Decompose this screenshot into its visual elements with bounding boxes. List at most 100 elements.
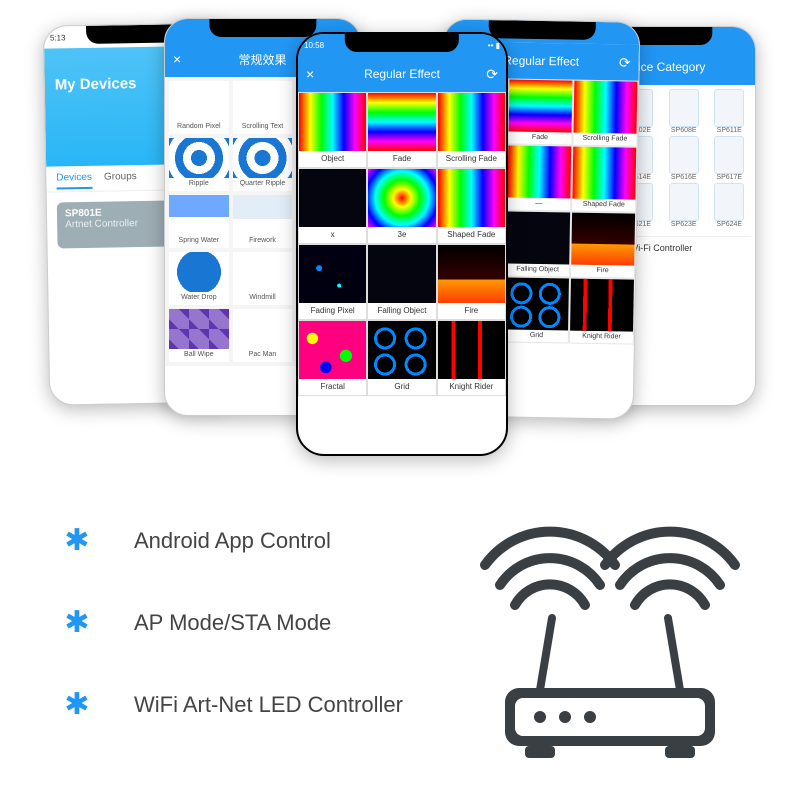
effect-cell[interactable]: Object [298, 92, 367, 168]
effect-cell[interactable]: Fire [437, 244, 506, 320]
device-label: SP624E [716, 221, 742, 228]
effect-thumb [368, 245, 435, 303]
device-label: SP608E [671, 127, 697, 134]
status-time: 5:13 [50, 33, 66, 42]
effect-cell[interactable]: Ripple [169, 138, 229, 191]
feature-text: AP Mode/STA Mode [134, 610, 331, 636]
bullet-star-icon: ✱ [60, 688, 94, 722]
device-icon [669, 89, 699, 127]
effect-thumb [571, 213, 635, 266]
effect-thumb [506, 211, 570, 264]
effect-label: Random Pixel [177, 121, 221, 134]
effect-thumb [233, 81, 293, 121]
close-icon[interactable]: × [306, 66, 314, 82]
effect-cell[interactable]: Knight Rider [437, 320, 506, 396]
effect-label: — [535, 198, 542, 210]
notch [345, 34, 459, 52]
effect-label: Object [321, 151, 344, 167]
effect-cell[interactable]: Pac Man [233, 309, 293, 362]
refresh-icon[interactable]: ⟳ [619, 54, 631, 71]
effect-label: Ripple [189, 178, 209, 191]
category-device[interactable]: SP617E [708, 136, 752, 181]
phone-mockups-area: 5:13 •• ▮ + My Devices Devices Groups 1 … [0, 0, 800, 470]
effect-thumb [570, 279, 634, 332]
effect-cell[interactable]: — [506, 144, 572, 211]
feature-row: ✱ AP Mode/STA Mode [60, 606, 403, 640]
effect-thumb [574, 81, 638, 134]
effect-thumb [505, 277, 569, 330]
navbar-title: Regular Effect [364, 67, 440, 81]
effect-cell[interactable]: 3e [367, 168, 436, 244]
effect-thumb [368, 169, 435, 227]
effect-cell[interactable]: Shaped Fade [571, 146, 637, 213]
effect-thumb [169, 195, 229, 235]
effect-thumb [438, 169, 505, 227]
refresh-icon[interactable]: ⟳ [486, 66, 498, 83]
effect-cell[interactable]: Knight Rider [569, 278, 635, 345]
effect-thumb [438, 245, 505, 303]
feature-text: WiFi Art-Net LED Controller [134, 692, 403, 718]
router-icon [470, 490, 750, 770]
effect-label: Pac Man [249, 349, 277, 362]
effect-cell[interactable]: Shaped Fade [437, 168, 506, 244]
effect-cell[interactable]: Fade [507, 78, 573, 145]
effect-cell[interactable]: Spring Water [169, 195, 229, 248]
effect-cell[interactable]: Scrolling Text [233, 81, 293, 134]
effect-cell[interactable]: Random Pixel [169, 81, 229, 134]
effect-thumb [368, 321, 435, 379]
device-label: SP611E [717, 127, 742, 134]
status-time: 10:58 [304, 41, 324, 50]
tab-devices[interactable]: Devices [56, 172, 92, 190]
effect-thumb [169, 252, 229, 292]
effect-label: Windmill [249, 292, 275, 305]
effect-cell[interactable]: Water Drop [169, 252, 229, 305]
effect-cell[interactable]: Grid [504, 276, 570, 343]
effect-thumb [299, 321, 366, 379]
effect-thumb [509, 79, 573, 132]
effect-cell[interactable]: Scrolling Fade [572, 80, 638, 147]
device-label: SP616E [671, 174, 697, 181]
bullet-star-icon: ✱ [60, 524, 94, 558]
effect-cell[interactable]: Falling Object [367, 244, 436, 320]
effect-cell[interactable]: Falling Object [505, 210, 571, 277]
effect-label: Fire [596, 265, 608, 277]
effect-cell[interactable]: Firework [233, 195, 293, 248]
device-icon [714, 183, 744, 221]
effect-label: Fade [393, 151, 411, 167]
effect-thumb [572, 147, 636, 200]
device-icon [714, 136, 744, 174]
effect-label: Shaped Fade [583, 199, 625, 212]
effect-thumb [507, 145, 571, 198]
effect-label: Fade [532, 132, 548, 144]
category-device[interactable]: SP623E [662, 183, 706, 228]
effect-cell[interactable]: Windmill [233, 252, 293, 305]
effect-cell[interactable]: Scrolling Fade [437, 92, 506, 168]
effect-thumb [233, 309, 293, 349]
effect-label: Shaped Fade [447, 227, 495, 243]
effect-thumb [299, 245, 366, 303]
effect-label: Knight Rider [582, 331, 621, 344]
effect-cell[interactable]: Fade [367, 92, 436, 168]
category-device[interactable]: SP611E [708, 89, 752, 134]
effect-thumb [169, 309, 229, 349]
tab-groups[interactable]: Groups [104, 171, 137, 189]
feature-row: ✱ Android App Control [60, 524, 403, 558]
effect-label: 3e [398, 227, 407, 243]
effect-label: Firework [249, 235, 276, 248]
effect-cell[interactable]: Ball Wipe [169, 309, 229, 362]
feature-text: Android App Control [134, 528, 331, 554]
effect-label: x [331, 227, 335, 243]
close-icon[interactable]: × [173, 51, 181, 67]
category-device[interactable]: SP608E [662, 89, 706, 134]
navbar: × Regular Effect ⟳ [298, 56, 506, 92]
effect-cell[interactable]: Fractal [298, 320, 367, 396]
effect-cell[interactable]: Quarter Ripple [233, 138, 293, 191]
effect-cell[interactable]: Fading Pixel [298, 244, 367, 320]
category-device[interactable]: SP616E [662, 136, 706, 181]
lower-section: ✱ Android App Control ✱ AP Mode/STA Mode… [0, 500, 800, 790]
effect-thumb [233, 252, 293, 292]
effect-cell[interactable]: Fire [570, 212, 636, 279]
effect-cell[interactable]: Grid [367, 320, 436, 396]
category-device[interactable]: SP624E [708, 183, 752, 228]
effect-cell[interactable]: x [298, 168, 367, 244]
